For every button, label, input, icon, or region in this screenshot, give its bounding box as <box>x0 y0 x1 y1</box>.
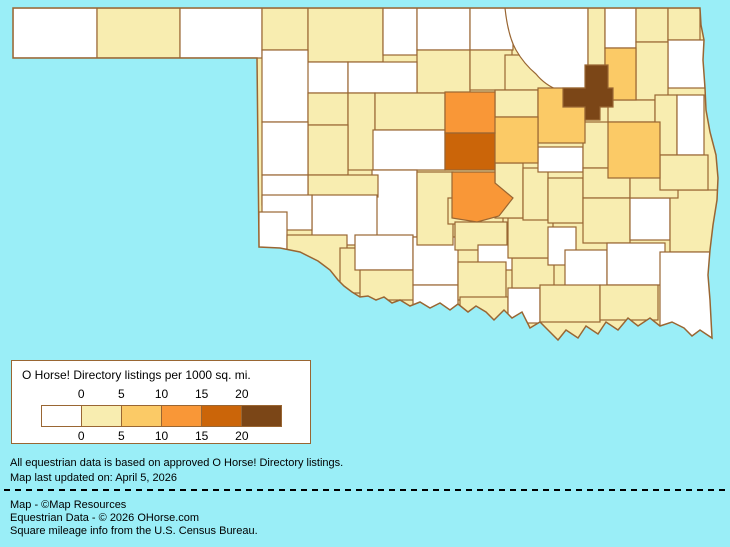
legend-ticks-bottom: 0 5 10 15 20 <box>12 429 310 443</box>
county-beaver <box>179 8 263 59</box>
caption-data-source: All equestrian data is based on approved… <box>10 457 344 469</box>
county-latimer <box>629 197 671 241</box>
county-johnston <box>511 257 555 289</box>
county-washita <box>307 174 379 198</box>
legend-swatch-3 <box>161 406 201 426</box>
map-legend: O Horse! Directory listings per 1000 sq.… <box>11 360 311 444</box>
county-choctaw <box>599 284 659 321</box>
county-cleveland <box>451 171 514 223</box>
county-harper <box>261 8 309 51</box>
county-ellis <box>261 49 309 123</box>
county-garfield <box>416 49 471 94</box>
county-oklahoma <box>444 132 496 171</box>
map-captions: All equestrian data is based on approved… <box>10 456 343 486</box>
legend-color-scale <box>41 405 282 427</box>
county-custer <box>307 124 349 176</box>
county-roger-mills <box>261 121 309 176</box>
county-pushmataha <box>606 242 666 286</box>
credit-square-mileage: Square mileage info from the U.S. Census… <box>10 525 258 537</box>
county-harmon <box>258 211 288 263</box>
legend-ticks-top: 0 5 10 15 20 <box>12 387 310 401</box>
legend-tick-label: 5 <box>117 387 125 401</box>
county-carter <box>457 261 507 301</box>
county-tulsa <box>562 64 614 121</box>
county-logan <box>444 91 496 134</box>
state-outline <box>12 7 719 342</box>
county-lincoln <box>492 116 539 164</box>
legend-title: O Horse! Directory listings per 1000 sq.… <box>22 368 251 382</box>
legend-swatch-1 <box>81 406 121 426</box>
county-pittsburg <box>582 197 631 244</box>
county-cimarron <box>13 8 98 59</box>
county-major <box>347 61 418 94</box>
county-caddo <box>371 169 418 238</box>
county-muskogee <box>607 121 661 179</box>
legend-tick-label: 10 <box>154 387 169 401</box>
legend-swatch-4 <box>201 406 241 426</box>
county-pontotoc <box>507 217 554 259</box>
caption-last-updated: Map last updated on: April 5, 2026 <box>10 472 177 484</box>
county-washington <box>587 8 606 69</box>
county-hughes <box>547 177 584 224</box>
county-texas <box>96 8 181 59</box>
legend-tick-label: 15 <box>194 429 209 443</box>
legend-tick-label: 0 <box>77 429 85 443</box>
county-blaine <box>347 92 376 171</box>
county-woods <box>307 8 384 63</box>
county-comanche <box>354 234 414 271</box>
county-delaware <box>667 39 706 89</box>
county-sequoyah <box>659 154 709 191</box>
county-dewey <box>307 92 349 126</box>
county-ottawa <box>667 8 701 41</box>
county-payne <box>494 89 539 118</box>
credit-equestrian-data: Equestrian Data - © 2026 OHorse.com <box>10 512 200 524</box>
legend-tick-label: 10 <box>154 429 169 443</box>
legend-tick-label: 0 <box>77 387 85 401</box>
county-adair <box>676 94 705 156</box>
county-bryan <box>539 284 601 323</box>
county-kingfisher <box>374 92 446 131</box>
county-grant <box>416 8 471 51</box>
legend-swatch-2 <box>121 406 161 426</box>
county-alfalfa <box>382 8 418 56</box>
legend-tick-label: 5 <box>117 429 125 443</box>
dashed-divider <box>4 489 726 491</box>
legend-swatch-5 <box>241 406 281 426</box>
county-craig <box>635 8 669 43</box>
county-seminole <box>522 167 549 221</box>
legend-tick-label: 15 <box>194 387 209 401</box>
legend-tick-label: 20 <box>235 387 249 401</box>
county-canadian <box>372 129 446 171</box>
county-mayes <box>635 41 669 101</box>
county-wagoner <box>607 99 656 123</box>
credit-map: Map - ©Map Resources <box>10 499 127 511</box>
county-mccurtain <box>659 251 716 339</box>
oklahoma-county-map <box>12 7 719 342</box>
map-credits: Map - ©Map Resources Equestrian Data - ©… <box>10 499 258 538</box>
legend-swatch-0 <box>42 406 81 426</box>
legend-tick-label: 20 <box>235 429 249 443</box>
county-okfuskee <box>537 146 584 173</box>
county-nowata <box>604 8 637 49</box>
